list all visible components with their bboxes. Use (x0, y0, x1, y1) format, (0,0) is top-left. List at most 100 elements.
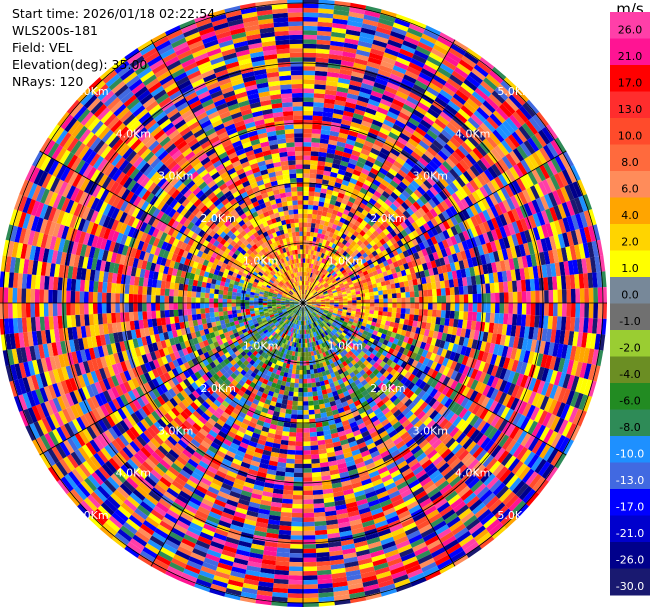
velocity-gate (313, 507, 325, 513)
velocity-gate (361, 168, 370, 176)
velocity-gate (307, 209, 313, 215)
velocity-gate (565, 167, 577, 183)
velocity-gate (308, 263, 312, 268)
velocity-gate (465, 182, 476, 194)
velocity-gate (303, 75, 315, 80)
velocity-gate (386, 311, 392, 317)
velocity-gate (547, 276, 553, 291)
velocity-gate (320, 299, 326, 302)
velocity-gate (437, 36, 453, 48)
velocity-gate (343, 175, 352, 182)
velocity-gate (336, 270, 342, 275)
velocity-gate (337, 246, 343, 253)
velocity-gate (316, 35, 331, 41)
velocity-gate (307, 272, 310, 277)
velocity-gate (378, 224, 387, 232)
velocity-gate (386, 111, 399, 120)
velocity-gate (528, 214, 537, 229)
velocity-gate (362, 233, 370, 240)
velocity-gate (324, 284, 330, 289)
velocity-gate (319, 238, 324, 244)
velocity-gate (390, 191, 399, 200)
velocity-gate (311, 146, 320, 152)
velocity-gate (480, 80, 495, 94)
velocity-gate (329, 307, 334, 310)
velocity-gate (355, 104, 367, 112)
velocity-gate (508, 134, 520, 148)
velocity-gate (409, 314, 415, 321)
velocity-gate (316, 233, 322, 239)
velocity-gate (335, 91, 348, 98)
velocity-gate (303, 512, 315, 518)
velocity-gate (319, 142, 329, 149)
velocity-gate (365, 229, 373, 237)
velocity-gate (326, 148, 336, 155)
velocity-gate (349, 2, 367, 11)
velocity-gate (339, 274, 345, 279)
velocity-gate (578, 273, 585, 289)
velocity-gate (284, 472, 295, 478)
velocity-gate (349, 228, 356, 235)
velocity-gate (411, 259, 418, 268)
velocity-gate (494, 176, 505, 189)
velocity-gate (429, 173, 440, 184)
velocity-gate (394, 18, 411, 28)
velocity-gate (323, 221, 330, 227)
velocity-gate (331, 27, 347, 34)
velocity-gate (426, 129, 438, 140)
velocity-gate (336, 141, 346, 148)
velocity-gate (489, 312, 495, 324)
velocity-gate (554, 137, 567, 154)
velocity-gate (479, 186, 489, 198)
velocity-gate (307, 303, 312, 305)
velocity-gate (480, 283, 486, 294)
velocity-gate (291, 369, 296, 375)
velocity-gate (341, 291, 347, 295)
velocity-gate (378, 290, 383, 296)
velocity-gate (364, 292, 370, 297)
velocity-gate (396, 292, 402, 299)
velocity-gate (479, 57, 495, 71)
velocity-gate (579, 288, 585, 303)
velocity-gate (470, 215, 479, 227)
velocity-gate (449, 118, 462, 131)
velocity-gate (376, 241, 383, 248)
velocity-gate (312, 489, 324, 495)
velocity-gate (544, 290, 549, 303)
velocity-gate (353, 108, 366, 116)
velocity-gate (315, 296, 320, 299)
velocity-gate (393, 94, 407, 104)
velocity-gate (304, 276, 306, 281)
velocity-gate (463, 78, 478, 92)
velocity-gate (295, 374, 300, 379)
velocity-gate (507, 235, 515, 248)
velocity-gate (317, 435, 325, 441)
velocity-gate (446, 78, 461, 90)
velocity-gate (535, 290, 540, 303)
velocity-gate (444, 279, 450, 288)
velocity-gate (559, 261, 566, 276)
velocity-gate (342, 250, 348, 257)
velocity-gate (305, 285, 307, 290)
velocity-gate (403, 262, 410, 270)
velocity-gate (292, 508, 303, 514)
velocity-gate (328, 294, 334, 298)
velocity-gate (298, 383, 303, 388)
velocity-gate (426, 238, 434, 247)
velocity-gate (334, 244, 340, 251)
velocity-gate (538, 181, 548, 196)
velocity-gate (351, 173, 360, 181)
velocity-gate (402, 103, 415, 114)
velocity-gate (331, 223, 338, 230)
velocity-gate (370, 167, 379, 176)
velocity-gate (351, 71, 365, 79)
velocity-gate (378, 18, 395, 27)
velocity-gate (569, 317, 576, 332)
velocity-gate (371, 223, 379, 231)
velocity-gate (434, 153, 446, 164)
velocity-gate (308, 277, 312, 282)
velocity-gate (313, 102, 324, 108)
velocity-gate (465, 238, 474, 250)
velocity-gate (314, 255, 319, 261)
velocity-gate (572, 259, 579, 275)
